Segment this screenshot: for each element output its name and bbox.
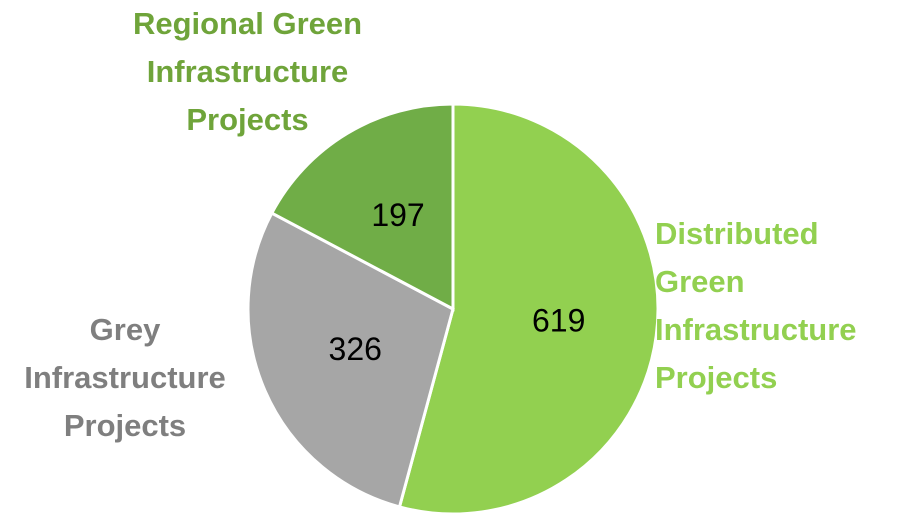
category-label: Regional Green Infrastructure Projects [132,6,363,137]
category-label: Grey Infrastructure Projects [24,312,226,443]
pie-slice [246,211,455,509]
value-label: 197 [371,197,424,233]
pie-slice [397,102,660,514]
value-label: 619 [532,302,585,338]
pie-slice [269,102,455,312]
value-label: 326 [329,331,382,367]
category-label: Distributed Green Infrastructure Project… [655,216,857,395]
